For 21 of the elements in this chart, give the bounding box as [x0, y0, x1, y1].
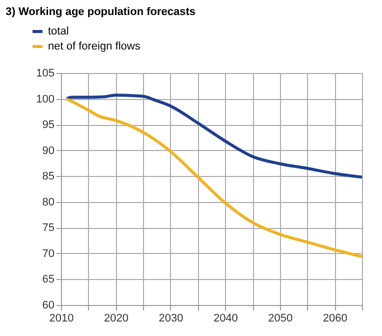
- legend-label: net of foreign flows: [48, 40, 141, 52]
- legend-label: total: [48, 26, 69, 38]
- y-tick-label: 105: [36, 68, 54, 80]
- y-tick-label: 80: [42, 196, 54, 208]
- y-tick-label: 100: [36, 93, 54, 106]
- y-tick-label: 85: [42, 170, 54, 183]
- x-tick-label: 2040: [213, 312, 238, 324]
- x-tick-label: 2020: [104, 312, 128, 324]
- line-series: [64, 94, 364, 179]
- x-tick-label: 2060: [322, 312, 348, 324]
- y-tick-label: 70: [42, 248, 54, 260]
- y-tick-label: 60: [42, 300, 54, 312]
- y-tick-label: 65: [42, 274, 54, 286]
- y-tick-label: 75: [42, 222, 54, 234]
- x-tick-label: 2010: [49, 312, 74, 324]
- line-series: [64, 97, 364, 258]
- chart-title: 3) Working age population forecasts: [6, 6, 196, 18]
- y-tick-label: 95: [42, 119, 54, 132]
- y-tick-label: 90: [42, 144, 54, 157]
- x-tick-label: 2030: [158, 312, 184, 324]
- x-tick-label: 2050: [268, 312, 293, 324]
